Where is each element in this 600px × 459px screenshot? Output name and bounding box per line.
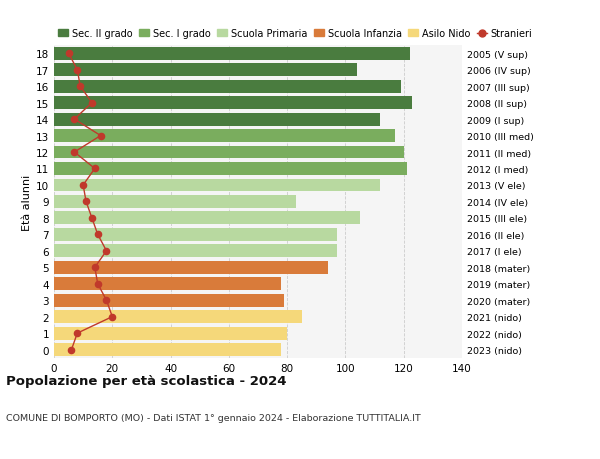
Point xyxy=(81,198,91,206)
Point xyxy=(87,215,97,222)
Point xyxy=(73,67,82,74)
Text: COMUNE DI BOMPORTO (MO) - Dati ISTAT 1° gennaio 2024 - Elaborazione TUTTITALIA.I: COMUNE DI BOMPORTO (MO) - Dati ISTAT 1° … xyxy=(6,413,421,422)
Bar xyxy=(54,261,328,274)
Point xyxy=(96,133,106,140)
Point xyxy=(93,280,103,288)
Bar xyxy=(54,294,284,307)
Point xyxy=(101,247,111,255)
Y-axis label: Età alunni: Età alunni xyxy=(22,174,32,230)
Text: Popolazione per età scolastica - 2024: Popolazione per età scolastica - 2024 xyxy=(6,374,287,387)
Point xyxy=(76,83,85,90)
Point xyxy=(87,100,97,107)
Legend: Sec. II grado, Sec. I grado, Scuola Primaria, Scuola Infanzia, Asilo Nido, Stran: Sec. II grado, Sec. I grado, Scuola Prim… xyxy=(54,25,536,43)
Bar xyxy=(54,229,337,241)
Bar xyxy=(54,196,296,208)
Point xyxy=(64,50,73,58)
Point xyxy=(79,182,88,189)
Point xyxy=(70,116,79,123)
Bar xyxy=(54,81,401,93)
Point xyxy=(70,149,79,157)
Bar xyxy=(54,48,410,61)
Point xyxy=(73,330,82,337)
Bar xyxy=(54,64,357,77)
Point xyxy=(93,231,103,239)
Bar xyxy=(54,212,360,225)
Bar xyxy=(54,146,404,159)
Bar xyxy=(54,311,302,323)
Point xyxy=(101,297,111,304)
Bar xyxy=(54,113,380,126)
Bar xyxy=(54,278,281,291)
Bar xyxy=(54,327,287,340)
Bar xyxy=(54,179,380,192)
Point xyxy=(90,165,100,173)
Point xyxy=(90,264,100,271)
Bar xyxy=(54,130,395,143)
Point xyxy=(107,313,117,321)
Bar xyxy=(54,343,281,356)
Point xyxy=(67,346,76,353)
Bar xyxy=(54,162,407,175)
Bar xyxy=(54,245,337,257)
Bar xyxy=(54,97,412,110)
